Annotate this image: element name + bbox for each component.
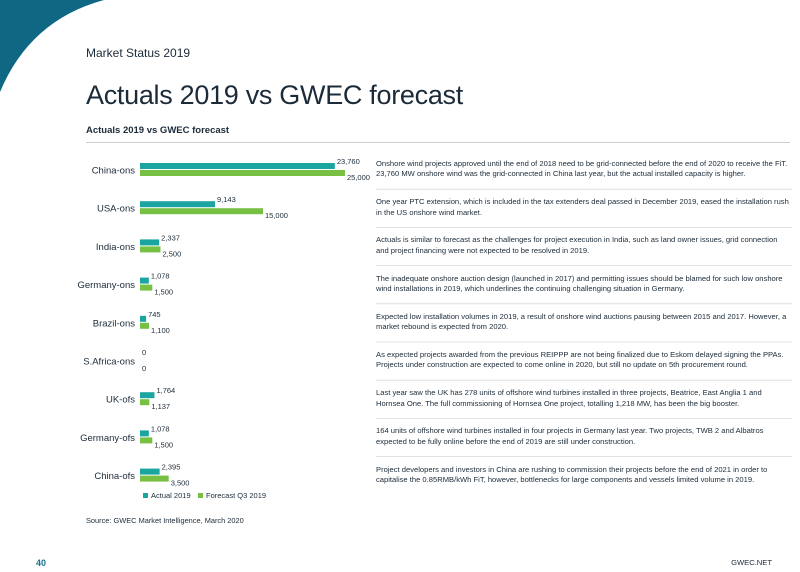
bar-forecast (140, 475, 169, 482)
bar-forecast (140, 170, 345, 176)
market-note: Actuals is similar to forecast as the ch… (376, 235, 778, 255)
bar-actual (140, 277, 149, 284)
bar-actual (140, 239, 160, 246)
category-label: Germany-ons (77, 280, 135, 291)
site-url: GWEC.NET (731, 558, 772, 567)
data-label-actual: 2,337 (161, 233, 180, 242)
bar-forecast (140, 437, 153, 444)
legend-swatch-forecast (198, 493, 203, 498)
market-note: One year PTC extension, which is include… (376, 197, 789, 217)
category-label: USA-ons (97, 204, 135, 215)
bar-actual (140, 201, 215, 208)
page-title: Actuals 2019 vs GWEC forecast (86, 80, 463, 110)
data-label-forecast: 1,100 (151, 326, 170, 335)
market-note: Last year saw the UK has 278 units of of… (376, 388, 762, 408)
chart-title: Actuals 2019 vs GWEC forecast (86, 125, 230, 136)
bar-chart: China-ons 23,760 25,000 USA-ons 9,143 15,000 I… (77, 157, 792, 500)
section-label: Market Status 2019 (86, 46, 191, 60)
data-label-forecast: 1,500 (154, 288, 173, 297)
market-note: Expected low installation volumes in 201… (376, 311, 787, 332)
category-label: China-ofs (94, 471, 135, 482)
bar-actual (140, 163, 335, 169)
data-label-actual: 23,760 (337, 157, 360, 166)
bar-forecast (140, 208, 263, 215)
data-label-actual: 2,395 (162, 463, 181, 472)
bar-actual (140, 430, 149, 437)
data-label-forecast: 0 (142, 364, 146, 373)
market-note: As expected projects awarded from the pr… (376, 350, 784, 370)
title-divider (86, 142, 790, 143)
data-label-forecast: 3,500 (171, 479, 190, 488)
data-label-actual: 1,078 (151, 272, 170, 281)
bar-forecast (140, 399, 150, 406)
market-note: Onshore wind projects approved until the… (376, 159, 788, 179)
category-label: India-ons (96, 242, 135, 253)
category-label: China-ons (92, 166, 136, 177)
market-note: 164 units of offshore wind turbines inst… (376, 426, 764, 446)
data-label-forecast: 1,500 (154, 440, 173, 449)
corner-decoration (0, 0, 104, 92)
category-label: S.Africa-ons (83, 357, 135, 368)
data-label-actual: 1,078 (151, 424, 170, 433)
data-label-forecast: 1,137 (151, 402, 170, 411)
market-note: The inadequate onshore auction design (l… (376, 273, 783, 293)
legend-label-actual: Actual 2019 (151, 491, 191, 500)
page-number: 40 (36, 558, 47, 568)
bar-actual (140, 468, 160, 475)
bar-forecast (140, 246, 161, 253)
bar-actual (140, 315, 147, 322)
data-label-actual: 9,143 (217, 195, 236, 204)
source-note: Source: GWEC Market Intelligence, March … (86, 516, 244, 525)
data-label-forecast: 15,000 (265, 211, 288, 220)
bar-forecast (140, 322, 150, 329)
legend-swatch-actual (143, 493, 148, 498)
data-label-forecast: 25,000 (347, 173, 370, 182)
legend-label-forecast: Forecast Q3 2019 (206, 491, 266, 500)
market-note: Project developers and investors in Chin… (376, 464, 768, 484)
bar-actual (140, 392, 155, 399)
data-label-actual: 745 (148, 310, 161, 319)
category-label: Brazil-ons (93, 318, 135, 329)
data-label-actual: 0 (142, 348, 146, 357)
data-label-forecast: 2,500 (163, 249, 182, 258)
category-label: UK-ofs (106, 395, 135, 406)
data-label-actual: 1,764 (156, 386, 175, 395)
category-label: Germany-ofs (80, 433, 135, 444)
bar-forecast (140, 284, 153, 291)
